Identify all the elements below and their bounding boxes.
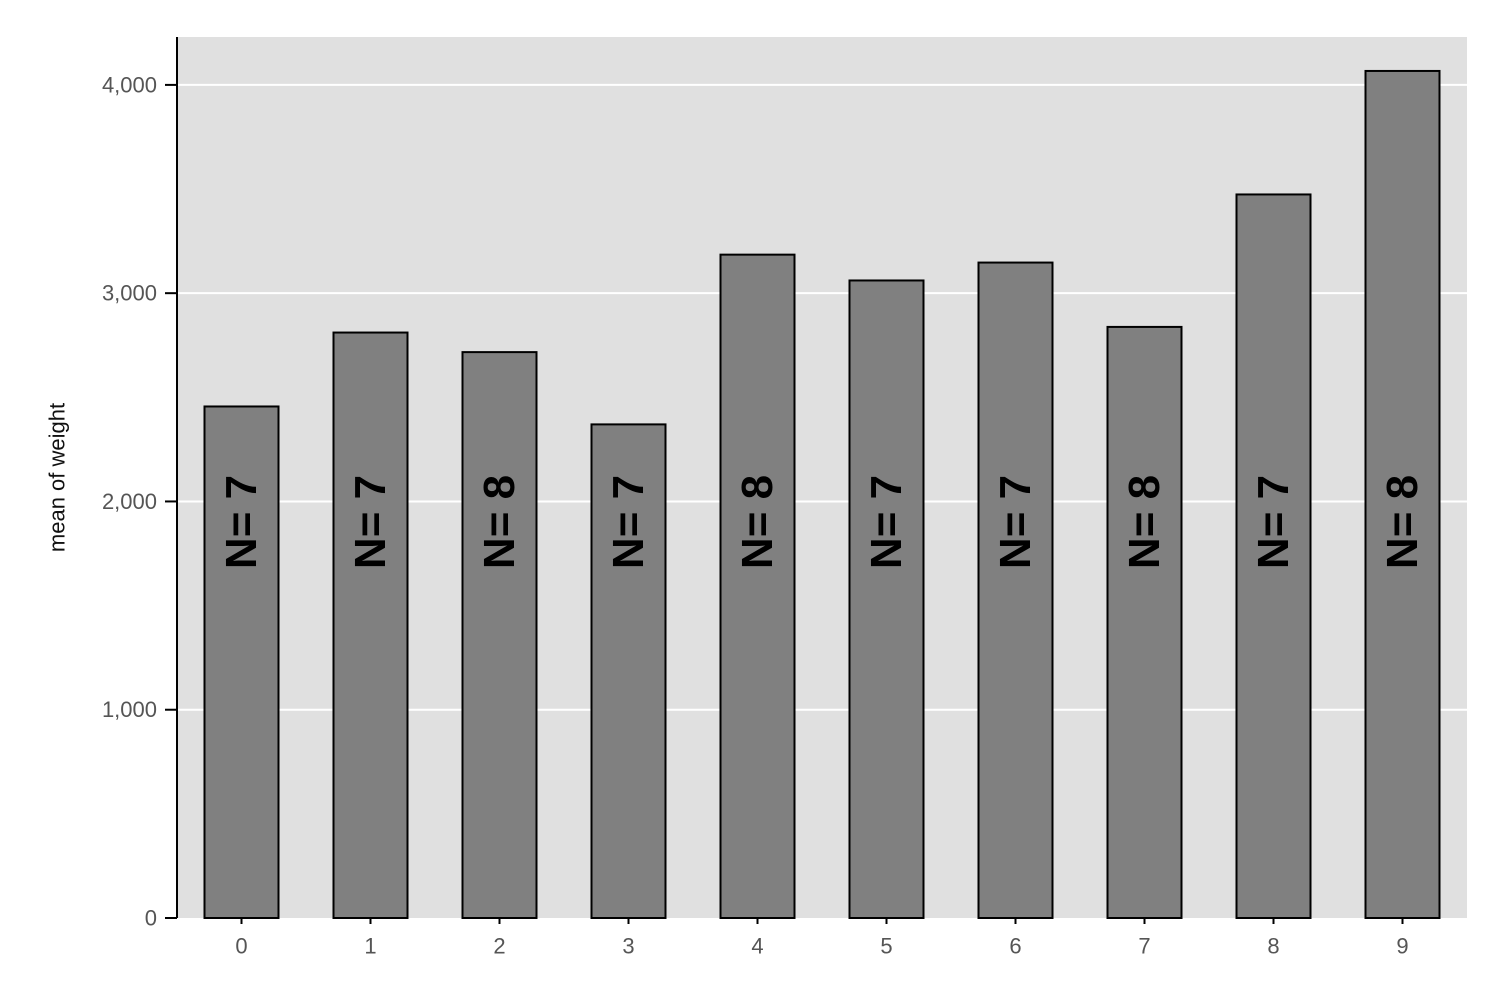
bar-label-1: N= 7 bbox=[346, 475, 395, 569]
y-axis: 0 1,000 2,000 3,000 4,000 bbox=[102, 37, 178, 931]
x-tick-label: 3 bbox=[622, 934, 634, 959]
y-tick-label: 0 bbox=[145, 906, 157, 931]
y-tick-label: 4,000 bbox=[102, 72, 157, 97]
bar-label-4: N= 8 bbox=[733, 475, 782, 569]
y-tick-label: 3,000 bbox=[102, 281, 157, 306]
x-tick-label: 8 bbox=[1267, 934, 1279, 959]
bar-4 bbox=[719, 253, 796, 920]
bar-label-7: N= 8 bbox=[1120, 475, 1169, 569]
x-tick-label: 6 bbox=[1009, 934, 1021, 959]
y-tick-label: 1,000 bbox=[102, 697, 157, 722]
bar-9 bbox=[1364, 69, 1441, 920]
x-tick-label: 1 bbox=[364, 934, 376, 959]
bar-label-2: N= 8 bbox=[475, 475, 524, 569]
bar-7 bbox=[1106, 325, 1183, 919]
x-tick-label: 4 bbox=[751, 934, 763, 959]
bar-label-0: N= 7 bbox=[217, 475, 266, 569]
bar-labels: N= 7 N= 7 N= 8 N= 7 N= 8 N= 7 N= 7 N= 8 N= 7 N= 8 bbox=[217, 475, 1427, 569]
y-axis-title: mean of weight bbox=[45, 403, 70, 552]
x-tick-label: 2 bbox=[493, 934, 505, 959]
x-tick-label: 7 bbox=[1138, 934, 1150, 959]
bar-1 bbox=[332, 331, 409, 919]
bar-label-3: N= 7 bbox=[604, 475, 653, 569]
bar-label-9: N= 8 bbox=[1378, 475, 1427, 569]
bar-label-8: N= 7 bbox=[1249, 475, 1298, 569]
bar-label-6: N= 7 bbox=[991, 475, 1040, 569]
y-tick-label: 2,000 bbox=[102, 489, 157, 514]
x-tick-label: 9 bbox=[1396, 934, 1408, 959]
bar-3 bbox=[590, 423, 667, 919]
x-tick-label: 5 bbox=[880, 934, 892, 959]
bars bbox=[203, 69, 1441, 920]
x-tick-label: 0 bbox=[235, 934, 247, 959]
bar-label-5: N= 7 bbox=[862, 475, 911, 569]
x-axis: 0 1 2 3 4 5 6 7 8 9 bbox=[235, 918, 1409, 959]
bar-6 bbox=[977, 261, 1054, 920]
bar-2 bbox=[461, 351, 538, 920]
bar-5 bbox=[848, 279, 925, 919]
